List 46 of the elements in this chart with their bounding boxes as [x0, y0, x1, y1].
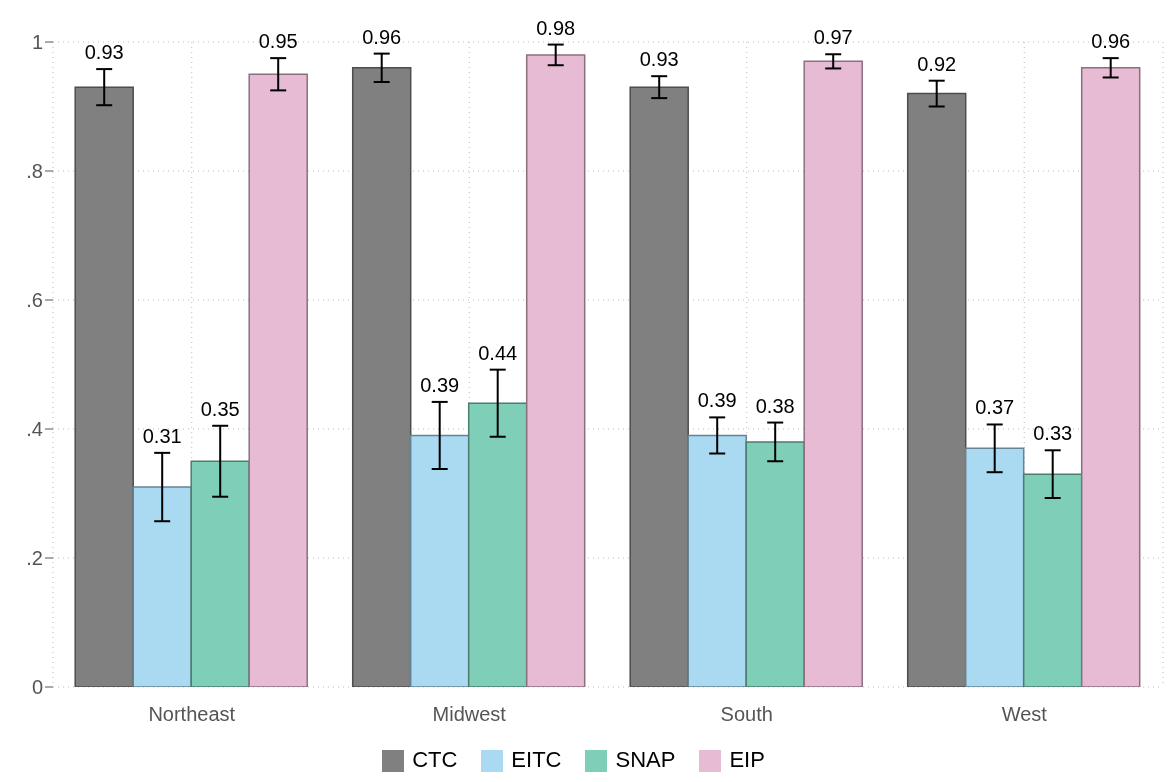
bar	[1080, 67, 1141, 687]
x-tick-label: South	[720, 703, 773, 726]
data-label: 0.98	[536, 16, 576, 39]
y-tick-label: 0	[31, 676, 43, 699]
data-label: 0.35	[200, 397, 240, 420]
x-tick-label: Northeast	[148, 703, 236, 726]
data-label: 0.44	[478, 341, 518, 364]
bar	[190, 460, 250, 687]
y-tick-label: .2	[26, 547, 43, 570]
data-label: 0.93	[84, 41, 124, 64]
legend-label: SNAP	[615, 747, 676, 772]
data-label: 0.96	[362, 25, 402, 48]
bar	[132, 486, 192, 687]
bar	[803, 60, 863, 687]
bar	[964, 447, 1025, 687]
y-tick-label: 1	[31, 31, 43, 54]
y-tick-label: .8	[26, 160, 43, 183]
data-label: 0.39	[420, 373, 460, 396]
bar	[745, 441, 805, 687]
data-label: 0.95	[258, 30, 298, 53]
y-tick-label: .4	[26, 418, 43, 441]
bar	[351, 67, 412, 687]
bar	[74, 86, 134, 687]
bar	[248, 73, 308, 687]
bar	[1022, 473, 1083, 687]
data-label: 0.37	[975, 396, 1015, 419]
bar	[687, 434, 747, 687]
data-label: 0.33	[1033, 422, 1073, 445]
data-label: 0.31	[142, 424, 182, 447]
data-label: 0.39	[697, 389, 737, 412]
bar	[525, 54, 586, 687]
legend-label: EIP	[729, 747, 765, 772]
x-tick-label: Midwest	[432, 703, 507, 726]
legend-label: EITC	[511, 747, 562, 772]
x-tick-label: West	[1001, 703, 1048, 726]
data-label: 0.96	[1091, 30, 1131, 53]
bar	[467, 402, 528, 687]
legend-label: CTC	[412, 747, 458, 772]
data-label: 0.97	[813, 26, 853, 49]
y-tick-label: .6	[26, 289, 43, 312]
bar	[409, 434, 470, 687]
data-label: 0.38	[755, 394, 795, 417]
data-label: 0.92	[917, 52, 957, 75]
data-label: 0.93	[639, 48, 679, 71]
bar	[629, 86, 689, 687]
bar	[906, 92, 967, 687]
